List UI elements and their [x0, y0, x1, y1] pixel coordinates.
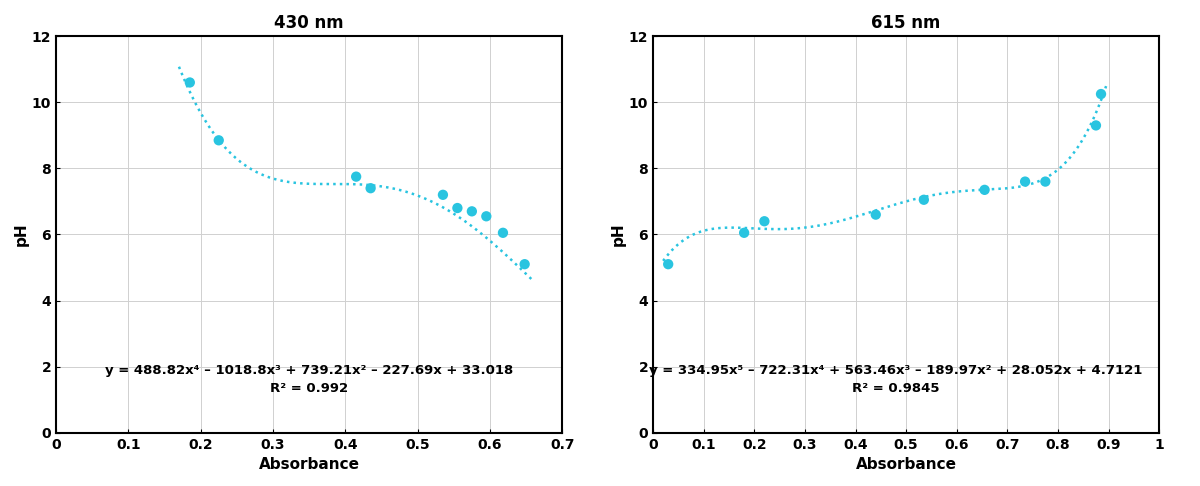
Point	[361, 184, 380, 192]
Point	[755, 217, 774, 225]
Y-axis label: pH: pH	[611, 223, 626, 246]
Point	[209, 137, 228, 144]
Point	[659, 260, 678, 268]
Point	[476, 212, 496, 220]
Title: 430 nm: 430 nm	[275, 14, 344, 32]
Point	[515, 260, 534, 268]
X-axis label: Absorbance: Absorbance	[856, 457, 956, 472]
Point	[914, 196, 934, 204]
Point	[1036, 178, 1055, 186]
Point	[180, 79, 199, 87]
Point	[1086, 122, 1105, 129]
Title: 615 nm: 615 nm	[871, 14, 941, 32]
X-axis label: Absorbance: Absorbance	[259, 457, 360, 472]
Point	[433, 191, 452, 199]
Point	[493, 229, 512, 237]
Text: y = 334.95x⁵ – 722.31x⁴ + 563.46x³ – 189.97x² + 28.052x + 4.7121: y = 334.95x⁵ – 722.31x⁴ + 563.46x³ – 189…	[649, 364, 1142, 377]
Text: R² = 0.992: R² = 0.992	[270, 382, 348, 395]
Point	[1092, 90, 1111, 98]
Point	[1015, 178, 1034, 186]
Point	[462, 208, 481, 215]
Point	[734, 229, 754, 237]
Text: y = 488.82x⁴ – 1018.8x³ + 739.21x² – 227.69x + 33.018: y = 488.82x⁴ – 1018.8x³ + 739.21x² – 227…	[106, 364, 514, 377]
Y-axis label: pH: pH	[14, 223, 29, 246]
Point	[448, 204, 467, 212]
Point	[866, 211, 886, 219]
Point	[974, 186, 994, 194]
Point	[347, 173, 366, 180]
Text: R² = 0.9845: R² = 0.9845	[852, 382, 940, 395]
